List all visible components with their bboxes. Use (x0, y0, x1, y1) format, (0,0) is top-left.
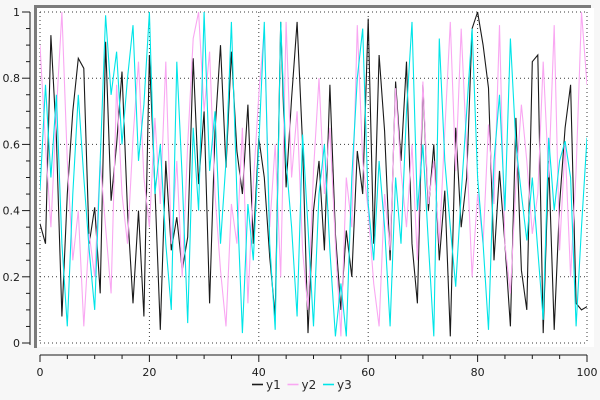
series-y3-line (40, 11, 587, 337)
y-tick-label: 0.4 (3, 205, 21, 218)
y-tick-label: 0 (13, 337, 20, 350)
y-tick-label: 1 (13, 6, 20, 19)
x-tick-label: 60 (361, 366, 375, 379)
y-tick-label: 0.2 (3, 271, 21, 284)
legend-label-y3: y3 (337, 378, 352, 392)
series-y1-line (40, 11, 587, 337)
x-tick-label: 0 (37, 366, 44, 379)
x-tick-label: 20 (142, 366, 156, 379)
x-tick-label: 40 (252, 366, 266, 379)
y-tick-label: 0.6 (3, 138, 21, 151)
x-tick-label: 100 (577, 366, 598, 379)
y-tick-label: 0.8 (3, 72, 21, 85)
legend-label-y1: y1 (266, 378, 281, 392)
x-tick-label: 80 (471, 366, 485, 379)
legend-label-y2: y2 (302, 378, 317, 392)
